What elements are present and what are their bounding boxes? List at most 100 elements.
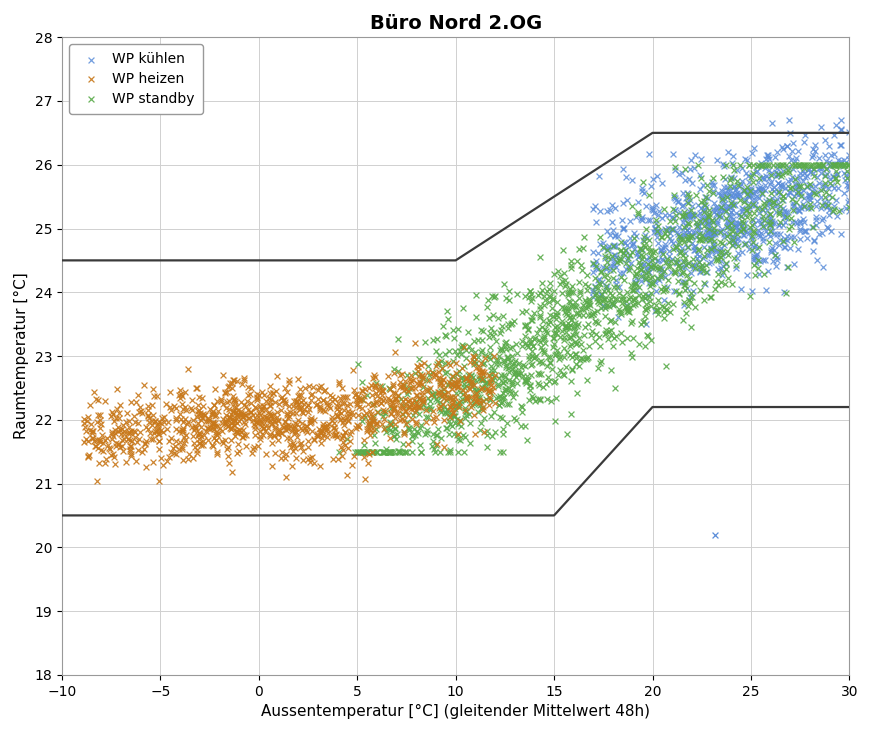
WP standby [697,220,711,232]
WP standby [396,438,410,449]
WP standby [569,348,582,360]
WP heizen [358,434,371,446]
WP heizen [320,423,334,435]
WP kühlen [752,177,766,188]
WP heizen [150,424,164,436]
WP standby [441,404,455,416]
WP kühlen [768,151,782,163]
WP kühlen [741,190,755,202]
WP heizen [291,398,305,410]
WP heizen [246,409,260,421]
WP standby [543,309,557,321]
WP kühlen [680,188,694,199]
WP standby [779,159,793,171]
WP kühlen [673,268,687,279]
WP standby [502,285,516,297]
WP heizen [220,416,234,428]
WP kühlen [621,254,635,265]
WP standby [614,244,628,256]
WP standby [491,378,505,390]
WP kühlen [802,188,816,199]
WP heizen [115,423,129,435]
WP heizen [248,420,262,432]
WP kühlen [658,238,672,250]
WP kühlen [721,228,735,240]
WP kühlen [717,228,731,240]
WP standby [443,446,457,457]
WP standby [628,284,642,295]
WP standby [670,253,684,265]
WP heizen [253,425,267,437]
WP heizen [317,422,330,434]
WP standby [401,423,415,435]
WP kühlen [706,240,720,251]
WP standby [797,200,811,212]
WP kühlen [823,173,837,185]
WP heizen [443,359,457,371]
WP standby [579,296,593,308]
WP standby [709,276,723,287]
WP kühlen [654,245,668,257]
WP heizen [121,433,135,445]
WP standby [454,420,468,432]
WP heizen [345,406,359,418]
WP heizen [421,366,435,377]
WP heizen [279,448,293,460]
WP kühlen [791,189,805,201]
WP heizen [235,431,249,443]
WP heizen [473,369,487,381]
WP heizen [426,366,439,378]
WP standby [400,369,414,380]
WP standby [378,446,392,457]
WP heizen [364,408,378,420]
WP heizen [337,391,351,403]
WP kühlen [691,248,705,260]
WP standby [626,284,640,296]
WP standby [370,446,384,457]
WP kühlen [726,150,740,162]
WP standby [486,309,500,321]
WP kühlen [752,224,766,235]
WP kühlen [593,238,607,250]
WP heizen [132,444,146,456]
WP standby [690,189,704,201]
WP standby [721,272,735,284]
WP kühlen [705,231,719,243]
WP heizen [352,421,366,432]
WP standby [537,330,551,342]
WP standby [536,290,550,302]
WP standby [371,406,385,418]
WP kühlen [702,216,716,228]
WP heizen [446,408,460,419]
WP kühlen [765,117,779,128]
WP heizen [244,406,258,418]
WP kühlen [747,250,761,262]
WP heizen [220,402,234,413]
WP heizen [256,413,270,425]
WP heizen [438,392,452,404]
WP kühlen [810,172,824,183]
WP kühlen [651,209,664,221]
WP standby [384,419,398,431]
WP standby [644,300,658,312]
WP standby [582,319,596,331]
WP standby [549,327,563,339]
WP kühlen [748,185,762,196]
WP standby [601,274,615,286]
WP heizen [423,382,437,394]
WP kühlen [732,224,746,235]
WP heizen [235,431,249,443]
WP standby [460,393,473,405]
WP kühlen [656,177,670,189]
WP kühlen [767,200,781,212]
WP standby [482,369,496,381]
WP standby [546,342,560,353]
WP heizen [201,412,215,424]
WP heizen [390,396,404,408]
WP heizen [389,392,403,404]
WP standby [639,271,653,283]
WP kühlen [815,214,829,226]
WP heizen [482,386,496,397]
WP standby [536,333,550,345]
WP standby [654,284,668,295]
